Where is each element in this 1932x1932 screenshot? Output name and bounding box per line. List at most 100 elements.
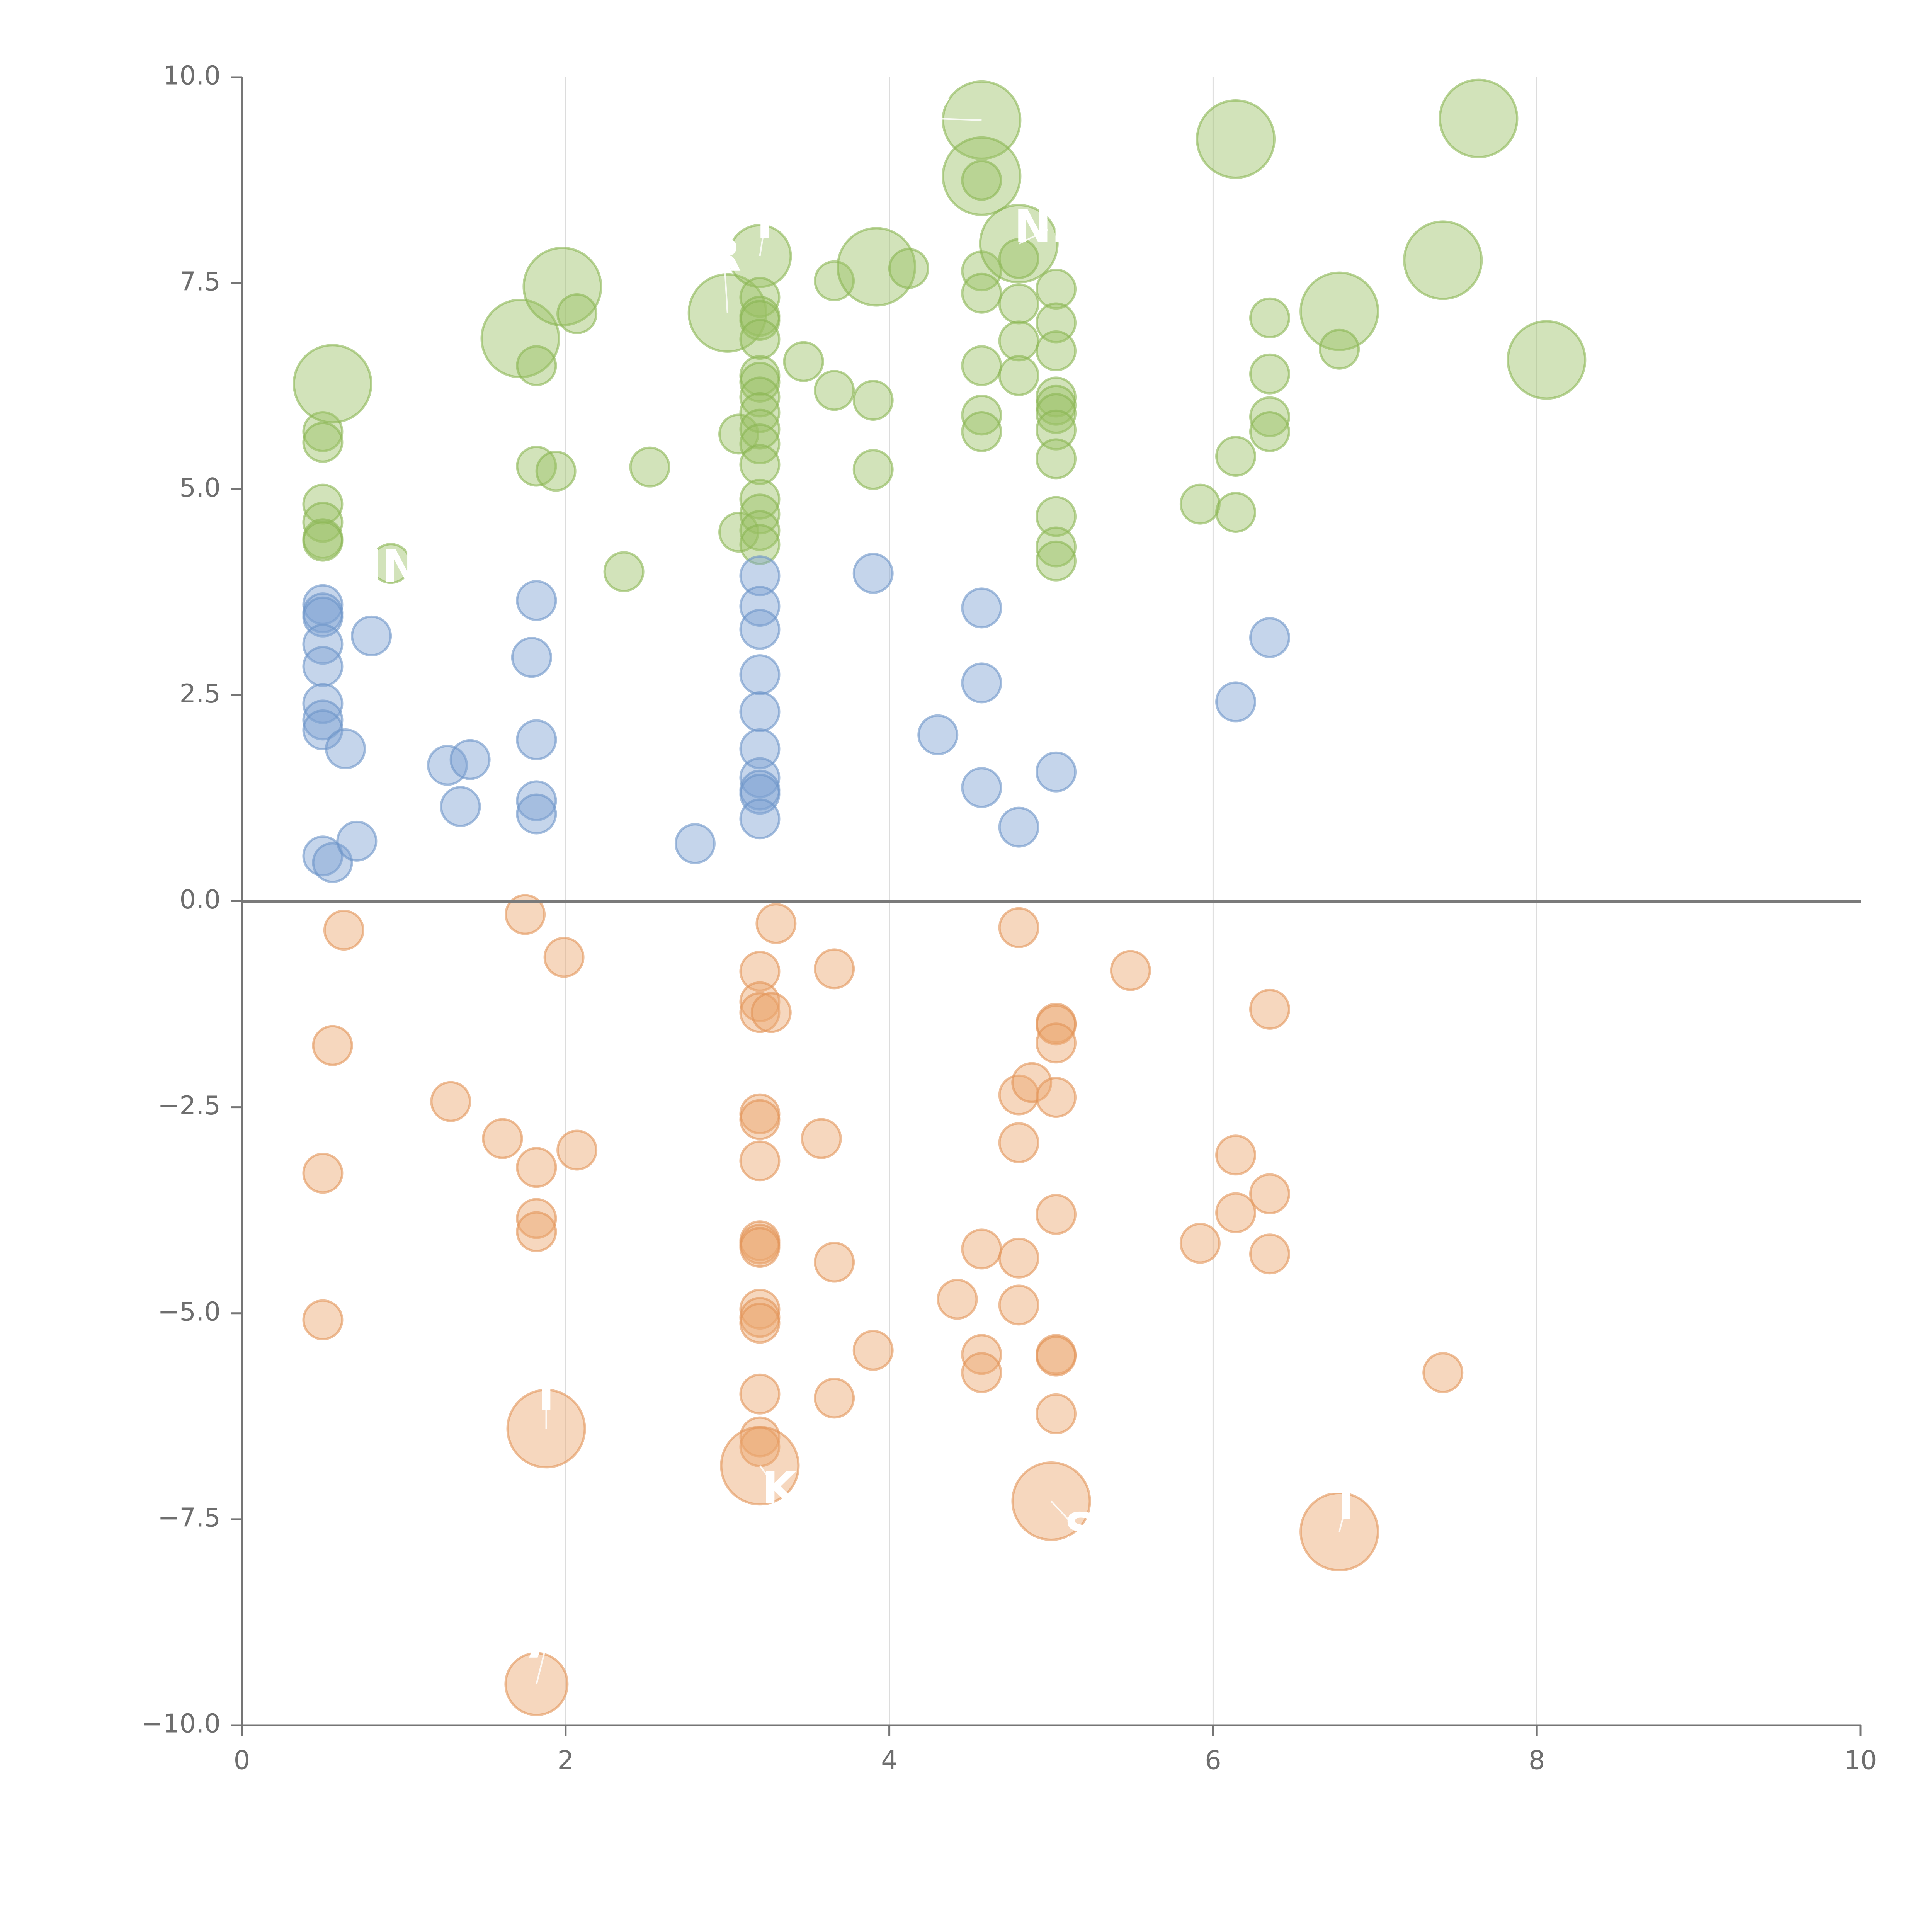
blue-point bbox=[739, 654, 781, 696]
orange-point bbox=[814, 1242, 855, 1283]
orange-point bbox=[1110, 950, 1151, 991]
green-point bbox=[961, 345, 1002, 386]
y-tick-label: 0.0 bbox=[179, 884, 221, 915]
annotation-label: R bbox=[707, 230, 742, 282]
orange-point bbox=[961, 1334, 1002, 1375]
green-point bbox=[1036, 526, 1077, 568]
green-point bbox=[1439, 78, 1519, 158]
orange-point bbox=[739, 1303, 781, 1344]
green-point bbox=[739, 444, 781, 485]
green-point bbox=[302, 422, 344, 463]
green-point bbox=[1036, 302, 1077, 344]
orange-point bbox=[1422, 1352, 1464, 1393]
orange-point bbox=[1249, 1173, 1291, 1214]
green-point bbox=[998, 283, 1039, 325]
blue-point bbox=[917, 714, 959, 755]
annotation-label: T bbox=[750, 197, 780, 249]
green-point bbox=[1196, 99, 1276, 179]
orange-point bbox=[739, 1099, 781, 1140]
blue-point bbox=[1036, 751, 1077, 793]
green-point bbox=[556, 293, 598, 335]
orange-point bbox=[1011, 1062, 1053, 1103]
blue-point bbox=[351, 615, 392, 656]
annotation-label: T bbox=[1331, 1478, 1361, 1530]
y-tick-label: 2.5 bbox=[179, 679, 221, 709]
orange-point bbox=[556, 1129, 598, 1171]
green-point bbox=[1215, 492, 1257, 533]
green-point bbox=[814, 260, 855, 301]
annotation-leader bbox=[1018, 229, 1048, 245]
orange-point bbox=[1249, 988, 1291, 1030]
data-points bbox=[293, 78, 1587, 1716]
orange-point bbox=[814, 948, 855, 990]
orange-point bbox=[1215, 1134, 1257, 1176]
orange-point bbox=[801, 1118, 842, 1159]
green-point bbox=[998, 320, 1039, 362]
green-point bbox=[961, 160, 1002, 201]
orange-point bbox=[516, 1211, 557, 1252]
orange-point bbox=[516, 1147, 557, 1188]
green-point bbox=[603, 551, 645, 592]
x-tick-label: 10 bbox=[1844, 1745, 1877, 1776]
annotation-label: A bbox=[529, 1617, 563, 1668]
green-point bbox=[1299, 271, 1379, 351]
green-point bbox=[739, 510, 781, 551]
green-point bbox=[739, 478, 781, 520]
orange-point bbox=[505, 894, 546, 935]
green-point bbox=[302, 483, 344, 525]
blue-point bbox=[1215, 681, 1257, 723]
orange-point bbox=[998, 1284, 1039, 1326]
blue-point bbox=[516, 793, 557, 835]
annotation-leader bbox=[536, 1645, 547, 1684]
annotation-leader bbox=[759, 225, 766, 257]
orange-point bbox=[1215, 1192, 1257, 1233]
orange-point bbox=[430, 1081, 471, 1122]
green-point bbox=[739, 408, 781, 450]
green-point bbox=[1507, 320, 1587, 400]
blue-point bbox=[674, 823, 716, 864]
orange-point bbox=[1179, 1223, 1221, 1264]
annotation-label: K bbox=[762, 1463, 798, 1514]
axes: −10.0 −7.5 −5.0 −2.5 0.0 2.5 5.0 7.5 10.0 0 2 4 6 8 10 bbox=[141, 61, 1877, 1776]
green-point bbox=[961, 411, 1002, 452]
orange-point bbox=[739, 1373, 781, 1415]
orange-point bbox=[1036, 1194, 1077, 1235]
orange-point bbox=[814, 1378, 855, 1419]
green-point bbox=[1249, 297, 1291, 338]
annotation-leader bbox=[759, 1465, 780, 1492]
blue-point bbox=[336, 820, 378, 862]
blue-point bbox=[302, 699, 344, 741]
y-tick-label: 7.5 bbox=[179, 267, 221, 297]
blue-point bbox=[998, 806, 1039, 848]
green-point bbox=[837, 227, 917, 307]
blue-point bbox=[739, 757, 781, 798]
green-point bbox=[302, 520, 344, 562]
blue-point bbox=[1249, 617, 1291, 658]
blue-point bbox=[739, 691, 781, 733]
green-point bbox=[998, 355, 1039, 396]
green-point bbox=[535, 451, 577, 492]
y-tick-label: −7.5 bbox=[158, 1502, 221, 1532]
blue-point bbox=[325, 728, 366, 769]
green-point bbox=[1215, 435, 1257, 477]
blue-point bbox=[739, 586, 781, 627]
green-point bbox=[1249, 411, 1291, 452]
y-tick-label: −10.0 bbox=[141, 1709, 221, 1739]
orange-point bbox=[312, 1025, 353, 1066]
green-point bbox=[961, 395, 1002, 436]
green-point bbox=[1249, 353, 1291, 395]
orange-point bbox=[739, 1227, 781, 1268]
green-point bbox=[739, 376, 781, 418]
green-point bbox=[1036, 393, 1077, 434]
blue-point bbox=[302, 646, 344, 687]
orange-point bbox=[1036, 1077, 1077, 1118]
annotation-leader bbox=[723, 259, 728, 313]
green-point bbox=[888, 248, 929, 289]
blue-point bbox=[516, 580, 557, 621]
y-tick-label: 10.0 bbox=[163, 61, 221, 91]
orange-point bbox=[998, 1122, 1039, 1163]
green-point bbox=[783, 341, 824, 382]
x-tick-label: 6 bbox=[1205, 1745, 1221, 1776]
